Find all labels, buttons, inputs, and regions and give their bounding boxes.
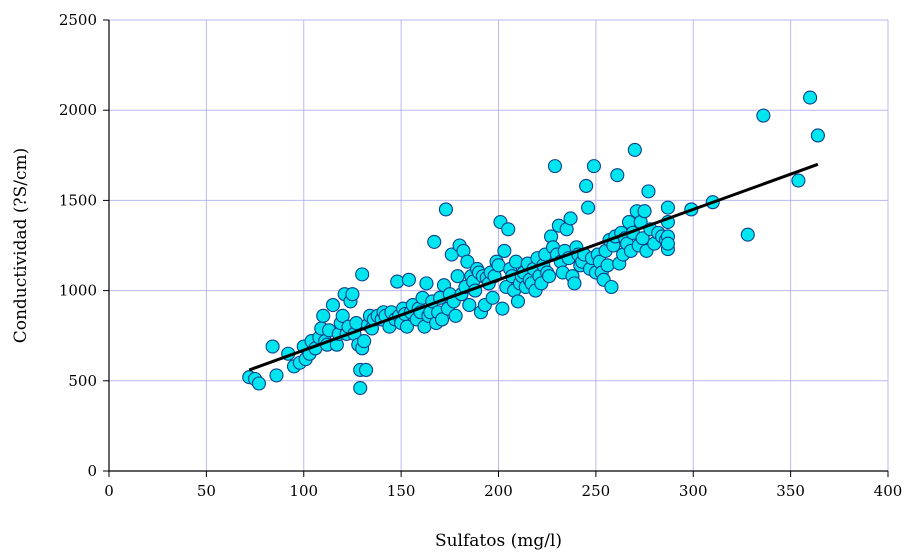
trendline xyxy=(248,162,819,372)
data-point xyxy=(610,168,625,183)
data-point xyxy=(434,312,450,327)
data-point xyxy=(508,254,524,269)
data-point xyxy=(419,276,434,291)
x-tick-label: 0 xyxy=(104,482,114,500)
data-point xyxy=(567,276,582,291)
data-point xyxy=(756,108,771,123)
data-point xyxy=(345,287,360,302)
data-point xyxy=(579,178,594,194)
y-tick-labels: 0 500 1000 1500 2000 2500 xyxy=(59,11,97,480)
data-point xyxy=(438,202,453,217)
data-point xyxy=(335,308,350,323)
data-point xyxy=(265,339,280,354)
data-point xyxy=(251,376,267,391)
y-tick-label: 1500 xyxy=(59,191,97,209)
data-point xyxy=(359,362,374,378)
x-tick-label: 350 xyxy=(776,482,805,500)
data-point xyxy=(791,173,806,188)
x-tick-label: 400 xyxy=(874,482,903,500)
data-point xyxy=(641,184,656,199)
y-tick-label: 1000 xyxy=(59,282,97,300)
data-point xyxy=(390,274,405,289)
data-point xyxy=(542,269,557,284)
data-point xyxy=(448,308,463,323)
data-point xyxy=(427,234,442,249)
data-point xyxy=(491,258,506,273)
y-tick-label: 2500 xyxy=(59,11,97,29)
x-tick-label: 300 xyxy=(679,482,708,500)
data-point xyxy=(586,159,601,174)
data-points xyxy=(242,90,825,396)
data-point xyxy=(495,301,510,316)
data-point xyxy=(355,267,370,282)
data-point xyxy=(269,368,284,383)
x-tick-label: 200 xyxy=(484,482,513,500)
data-point xyxy=(349,316,364,331)
axes xyxy=(103,19,889,477)
data-point xyxy=(399,319,415,334)
y-tick-label: 2000 xyxy=(59,101,97,119)
data-point xyxy=(600,258,615,273)
data-point xyxy=(803,90,818,105)
data-point xyxy=(563,211,578,226)
x-tick-labels: 0 50 100 150 200 250 300 350 400 xyxy=(104,482,902,500)
data-point xyxy=(547,159,563,174)
data-point xyxy=(325,297,341,313)
data-point xyxy=(510,294,526,309)
data-point xyxy=(637,204,652,219)
data-point xyxy=(660,236,675,251)
data-point xyxy=(740,227,755,242)
data-point xyxy=(357,334,372,349)
data-point xyxy=(501,222,516,237)
data-point xyxy=(316,308,331,323)
data-point xyxy=(485,290,500,305)
x-tick-label: 100 xyxy=(289,482,318,500)
data-point xyxy=(353,380,368,396)
data-point xyxy=(810,128,825,143)
x-tick-label: 250 xyxy=(582,482,611,500)
data-point xyxy=(635,231,650,246)
data-point xyxy=(450,269,465,284)
x-axis-title: Sulfatos (mg/l) xyxy=(435,531,562,551)
y-axis-title: Conductividad (?S/cm) xyxy=(11,148,31,344)
data-point xyxy=(497,243,512,258)
gridlines xyxy=(109,19,889,471)
y-tick-label: 500 xyxy=(68,372,97,390)
data-point xyxy=(581,200,596,215)
y-tick-label: 0 xyxy=(87,462,97,480)
data-point xyxy=(627,142,642,157)
x-tick-label: 150 xyxy=(387,482,416,500)
x-tick-label: 50 xyxy=(197,482,216,500)
data-point xyxy=(660,200,675,215)
data-point xyxy=(604,279,619,295)
data-point xyxy=(460,254,475,269)
data-point xyxy=(401,272,416,287)
data-point xyxy=(462,297,477,313)
